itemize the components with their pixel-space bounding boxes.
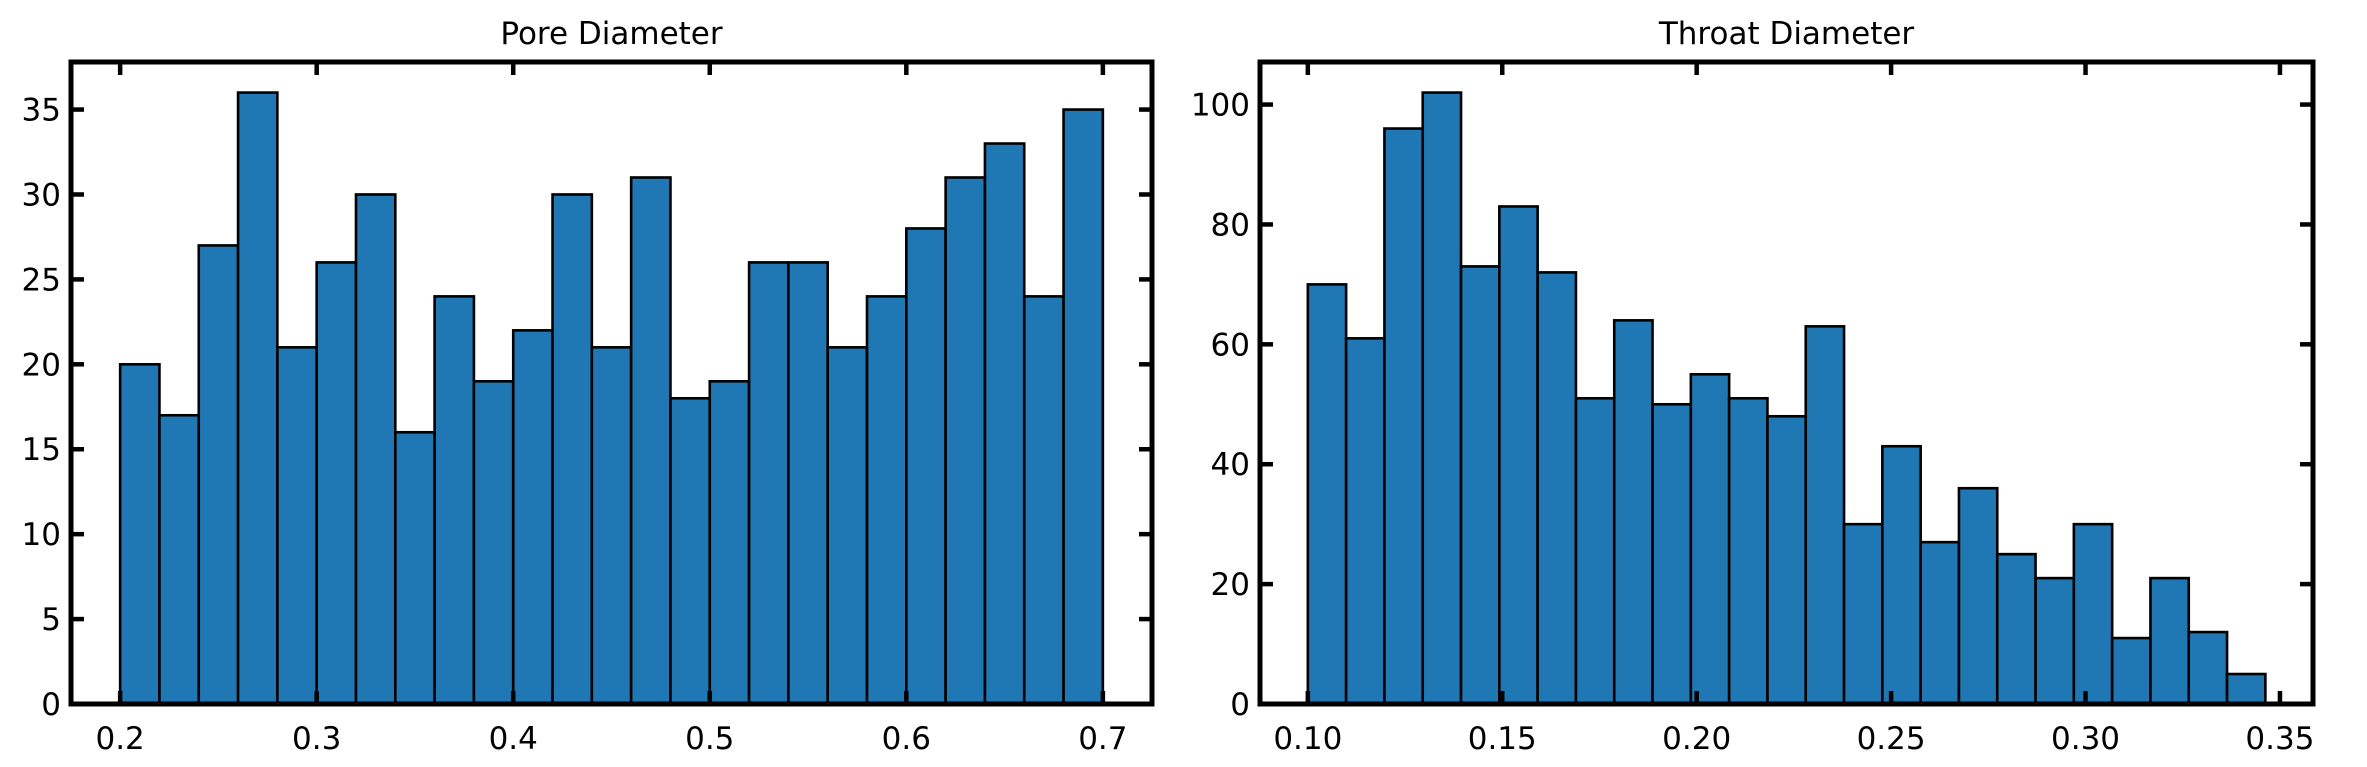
x-tick-label: 0.4 bbox=[489, 721, 538, 757]
y-tick-label: 0 bbox=[1230, 687, 1250, 723]
histogram-bar bbox=[2072, 522, 2114, 706]
x-tick-label: 0.5 bbox=[685, 721, 734, 757]
x-tick-label: 0.20 bbox=[1662, 721, 1731, 757]
histogram-bar bbox=[865, 295, 908, 706]
histogram-bar bbox=[1957, 486, 1999, 706]
histogram-bar bbox=[1727, 396, 1769, 706]
histogram-bar bbox=[433, 295, 476, 706]
histogram-bar bbox=[2225, 672, 2267, 706]
plot-frame bbox=[68, 59, 1155, 707]
histogram-bar bbox=[1612, 319, 1654, 706]
histogram-bar bbox=[1651, 402, 1693, 706]
y-tick-label: 20 bbox=[22, 347, 61, 383]
histogram-bar bbox=[1804, 325, 1846, 706]
histogram-bar bbox=[1022, 295, 1065, 706]
histogram-bar bbox=[1919, 540, 1961, 706]
histogram-bar bbox=[629, 176, 672, 706]
histogram-bar bbox=[2034, 576, 2076, 706]
histogram-bar bbox=[1306, 283, 1348, 706]
x-tick-label: 0.25 bbox=[1857, 721, 1926, 757]
y-tick-label: 10 bbox=[22, 517, 61, 553]
histogram-bar bbox=[551, 193, 594, 706]
chart-panel-2: 0.10 0.15 0.20 0.25 0.30 0.35 0 20 40 60 80 100 Thro… bbox=[1191, 16, 2316, 757]
x-tick-label: 0.10 bbox=[1273, 721, 1342, 757]
y-tick-label: 60 bbox=[1211, 327, 1250, 363]
histogram-bar bbox=[1498, 205, 1539, 706]
x-tick-label: 0.15 bbox=[1468, 721, 1537, 757]
x-tick-label: 0.7 bbox=[1078, 721, 1127, 757]
histogram-bar bbox=[1842, 522, 1884, 706]
histogram-bar bbox=[2110, 636, 2152, 706]
y-tick-label: 30 bbox=[22, 177, 61, 213]
histogram-bar bbox=[1383, 127, 1425, 706]
histogram-bar bbox=[1421, 91, 1463, 706]
histogram-bar bbox=[669, 396, 712, 706]
x-tick-label: 0.2 bbox=[95, 721, 144, 757]
histogram-bar bbox=[905, 227, 947, 706]
y-tick-label: 35 bbox=[22, 93, 61, 129]
histogram-bar bbox=[590, 346, 633, 706]
histogram-bar bbox=[2187, 630, 2229, 706]
histogram-bar bbox=[1574, 396, 1616, 706]
y-tick-label: 15 bbox=[22, 432, 61, 468]
histogram-bar bbox=[1062, 108, 1105, 706]
chart-panel-1: 0.2 0.3 0.4 0.5 0.6 0.7 0 5 10 15 20 25 30 35 Pore Dia… bbox=[22, 16, 1155, 757]
y-tick-label: 0 bbox=[41, 687, 61, 723]
histogram-bar bbox=[1689, 373, 1731, 706]
histogram-bar bbox=[944, 176, 987, 706]
histogram-bar bbox=[315, 261, 358, 706]
histogram-bar bbox=[197, 244, 240, 706]
histogram-bar bbox=[511, 329, 554, 706]
y-tick-label: 100 bbox=[1191, 88, 1250, 124]
bars bbox=[1306, 91, 2267, 706]
histogram-bar bbox=[354, 193, 397, 706]
y-tick-label: 5 bbox=[41, 602, 61, 638]
x-tick-label: 0.6 bbox=[882, 721, 931, 757]
histogram-bar bbox=[276, 346, 318, 706]
x-tick-label: 0.3 bbox=[292, 721, 341, 757]
bars bbox=[118, 91, 1105, 706]
histogram-bar bbox=[1766, 414, 1808, 706]
y-tick-label: 20 bbox=[1211, 567, 1250, 603]
histogram-bar bbox=[393, 430, 436, 706]
y-tick-label: 80 bbox=[1211, 207, 1250, 243]
x-tick-label: 0.30 bbox=[2051, 721, 2120, 757]
histogram-bar bbox=[118, 363, 161, 706]
histogram-bar bbox=[787, 261, 830, 706]
plot-frame bbox=[1257, 59, 2316, 707]
y-tick-label: 25 bbox=[22, 262, 61, 298]
histogram-bar bbox=[1459, 265, 1501, 706]
histogram-bar bbox=[472, 380, 515, 706]
histogram-bar bbox=[826, 346, 869, 706]
histogram-bar bbox=[1881, 444, 1922, 706]
histogram-bar bbox=[708, 380, 751, 706]
histogram-bar bbox=[236, 91, 279, 706]
histogram-bar bbox=[1536, 271, 1578, 706]
histogram-bar bbox=[983, 142, 1026, 706]
chart-title: Throat Diameter bbox=[1658, 16, 1915, 52]
histogram-bar bbox=[158, 413, 201, 706]
histogram-bar bbox=[1344, 337, 1386, 706]
histogram-bar bbox=[747, 261, 790, 706]
histogram-bar bbox=[1995, 552, 2037, 706]
histogram-bar bbox=[2149, 576, 2191, 706]
x-tick-label: 0.35 bbox=[2245, 721, 2314, 757]
chart-title: Pore Diameter bbox=[500, 16, 723, 52]
y-tick-label: 40 bbox=[1211, 447, 1250, 483]
